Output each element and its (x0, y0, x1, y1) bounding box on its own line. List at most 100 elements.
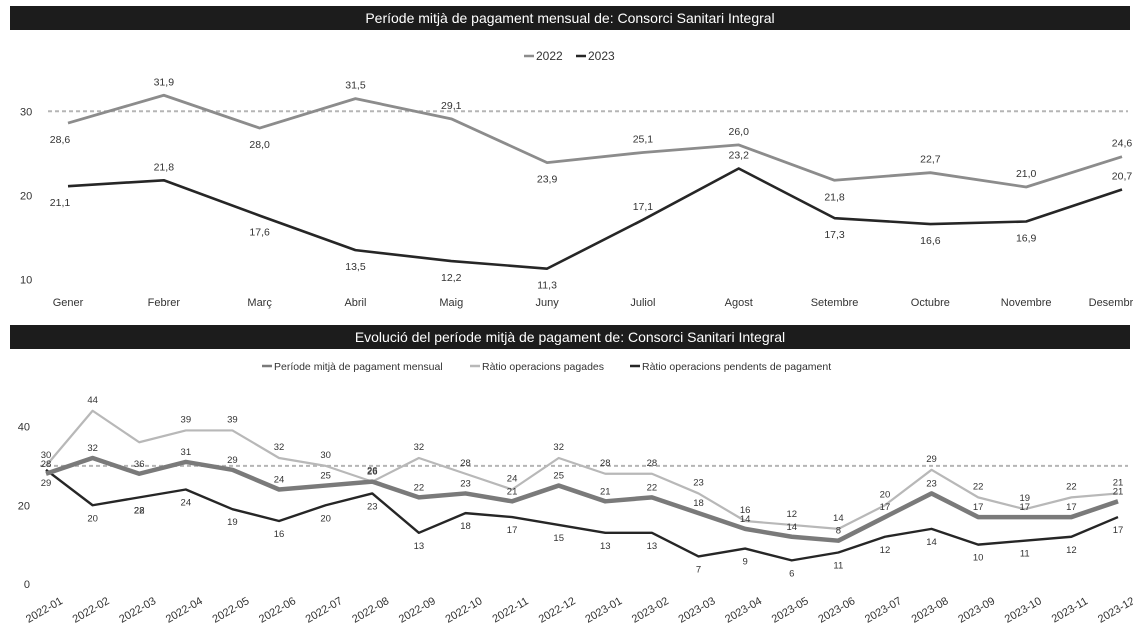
data-label: 6 (789, 568, 794, 579)
evolution-chart-panel: Evolució del període mitjà de pagament d… (10, 325, 1133, 630)
data-label: 8 (836, 526, 841, 537)
data-label: 25 (553, 471, 564, 482)
data-label-2022: 31,5 (345, 80, 366, 92)
data-label: 21 (1113, 477, 1124, 488)
y-tick-label: 20 (20, 190, 32, 202)
data-label-2023: 17,3 (824, 229, 845, 241)
evolution-chart-title: Evolució del període mitjà de pagament d… (10, 325, 1130, 349)
x-tick-label: 2022-02 (71, 595, 112, 626)
data-label: 14 (926, 537, 937, 548)
x-tick-label: Octubre (911, 297, 950, 309)
data-label: 22 (414, 482, 425, 493)
data-label: 18 (460, 521, 471, 532)
evolution-line-chart: Període mitjà de pagament mensual Ràtio o… (18, 361, 1133, 626)
data-label: 22 (973, 481, 984, 492)
data-label-2022: 28,0 (249, 139, 270, 151)
data-label: 32 (553, 442, 564, 453)
legend: Període mitjà de pagament mensual Ràtio o… (262, 361, 831, 373)
data-label: 14 (740, 514, 751, 525)
monthly-chart-title: Període mitjà de pagament mensual de: Co… (10, 6, 1130, 30)
data-label: 21 (507, 486, 518, 497)
x-tick-label: 2023-02 (630, 595, 671, 626)
x-tick-label: 2023-12 (1096, 595, 1133, 626)
data-label: 39 (181, 414, 192, 425)
data-label-2023: 11,3 (537, 280, 557, 292)
data-label: 24 (507, 474, 518, 485)
data-label: 19 (1019, 493, 1030, 504)
x-tick-label: Juny (535, 297, 559, 309)
data-label: 31 (181, 447, 192, 458)
data-label: 12 (786, 509, 797, 520)
legend-label: Ràtio operacions pagades (482, 361, 604, 373)
x-tick-label: 2022-11 (490, 595, 530, 625)
data-label: 32 (274, 442, 285, 453)
x-tick-label: 2023-03 (677, 595, 718, 626)
data-label: 10 (973, 553, 984, 564)
data-label-2023: 16,9 (1016, 233, 1037, 245)
series-line-2022 (67, 93, 1123, 189)
monthly-line-chart: 2022 2023 10 20 30 Gener Febrer Març Abril Maig Ju… (20, 49, 1133, 309)
data-label: 32 (414, 442, 425, 453)
series-line-2023 (67, 167, 1123, 270)
data-label-2022: 25,1 (633, 133, 654, 145)
data-label: 7 (696, 564, 701, 575)
x-tick-label: 2022-03 (117, 595, 158, 626)
data-label: 15 (553, 533, 564, 544)
monthly-chart-panel: Període mitjà de pagament mensual de: Co… (10, 6, 1133, 318)
data-label: 29 (41, 478, 52, 489)
legend: 2022 2023 (524, 49, 615, 63)
x-tick-label: 2022-01 (24, 595, 65, 626)
data-label: 32 (87, 443, 98, 454)
data-label: 20 (320, 513, 331, 524)
data-label: 16 (274, 529, 285, 540)
data-label: 14 (786, 522, 797, 533)
x-tick-label: 2023-01 (583, 595, 624, 626)
data-label: 29 (926, 454, 937, 465)
data-label: 21 (1113, 486, 1124, 497)
data-label: 19 (227, 517, 238, 528)
x-tick-label: 2023-07 (863, 595, 904, 626)
data-label: 28 (647, 458, 658, 469)
data-label: 28 (600, 458, 611, 469)
data-label-2022: 21,8 (824, 191, 845, 203)
data-label-2022: 28,6 (50, 134, 71, 146)
data-label: 22 (134, 505, 145, 516)
x-tick-label: 2022-06 (257, 595, 298, 626)
x-tick-label: 2022-12 (537, 595, 578, 626)
legend-label-2023: 2023 (588, 49, 615, 63)
legend-label-2022: 2022 (536, 49, 563, 63)
data-label: 20 (880, 489, 891, 500)
data-label: 14 (833, 513, 844, 524)
data-label-2022: 26,0 (729, 126, 750, 138)
data-label: 25 (320, 471, 331, 482)
x-tick-label: Febrer (148, 297, 181, 309)
data-label: 23 (367, 501, 378, 512)
data-label-2023: 20,7 (1112, 171, 1133, 183)
x-tick-label: 2023-09 (956, 595, 997, 626)
y-tick-label: 20 (18, 500, 30, 512)
data-label-2023: 12,2 (441, 272, 462, 284)
data-label: 12 (1066, 545, 1077, 556)
x-tick-label: 2022-04 (164, 595, 205, 626)
x-tick-label: 2023-11 (1050, 595, 1090, 625)
y-tick-label: 0 (24, 579, 30, 591)
data-label: 23 (926, 478, 937, 489)
data-label: 30 (41, 450, 52, 461)
x-tick-label: Juliol (630, 297, 655, 309)
data-label: 13 (647, 541, 658, 552)
data-label-2022: 29,1 (441, 100, 462, 112)
data-label-2023: 23,2 (729, 149, 750, 161)
data-label: 17 (507, 525, 518, 536)
data-label: 9 (742, 557, 747, 568)
data-label: 24 (274, 475, 285, 486)
data-label: 26 (367, 467, 378, 478)
data-label: 17 (1066, 502, 1077, 513)
data-label-2023: 16,6 (920, 235, 941, 247)
data-label: 22 (1066, 481, 1077, 492)
data-label: 23 (460, 478, 471, 489)
x-tick-label: Abril (344, 297, 366, 309)
data-label-2022: 24,6 (1112, 138, 1133, 150)
data-label: 18 (693, 498, 704, 509)
data-label-2022: 21,0 (1016, 168, 1037, 180)
data-label: 30 (320, 450, 331, 461)
